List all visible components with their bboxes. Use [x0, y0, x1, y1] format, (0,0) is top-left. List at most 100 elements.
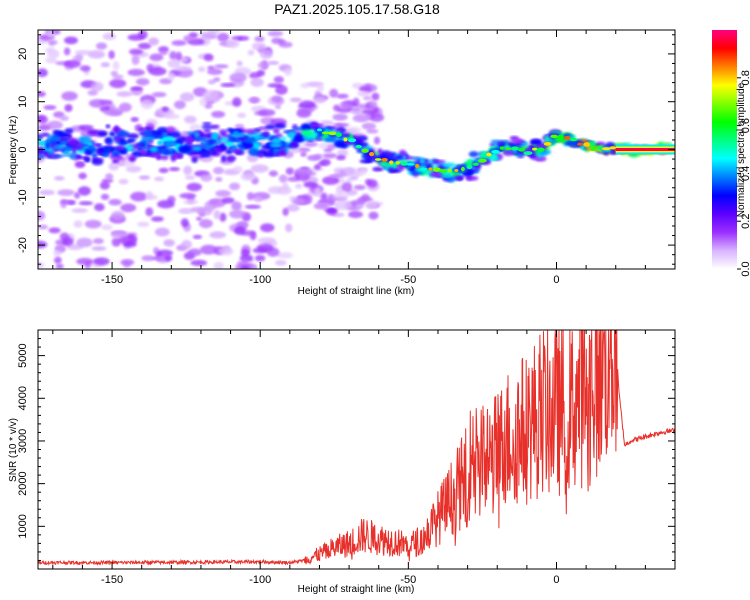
spectrogram-signal-blob [274, 151, 288, 157]
spectrogram-noise-blob [103, 109, 122, 116]
spectrogram-peak-blob [381, 158, 388, 162]
spectrogram-signal-blob [411, 156, 421, 161]
spectrogram-noise-blob [364, 178, 372, 186]
spectrogram-noise-blob [59, 199, 76, 204]
spectrogram-signal-blob [234, 138, 240, 142]
spectrogram-signal-blob [549, 140, 556, 145]
spectrogram-signal-blob [442, 162, 456, 168]
spectrogram-signal-blob [150, 152, 161, 156]
spectrogram-signal-blob [262, 130, 270, 138]
spectrogram-noise-blob [167, 59, 181, 68]
spectrogram-noise-blob [212, 166, 225, 175]
spectrogram-noise-blob [250, 164, 269, 173]
spectrogram-signal-blob [231, 148, 242, 153]
spectrogram-noise-blob [353, 113, 372, 122]
spectrogram-noise-blob [234, 123, 245, 130]
spectrogram-noise-blob [183, 165, 193, 176]
spectrogram-noise-blob [213, 261, 224, 269]
spectrogram-signal-blob [52, 154, 64, 158]
spectrogram-noise-blob [38, 91, 46, 97]
spectrogram-peak-blob [564, 136, 571, 140]
spectrogram-noise-blob [64, 60, 81, 68]
spectrogram-signal-blob [536, 144, 549, 148]
spectrogram-signal-blob [275, 133, 283, 138]
colorbar-label: Normalized spectral amplitude [736, 82, 747, 217]
spectrogram-peak-blob [523, 151, 533, 156]
spectrogram-noise-blob [130, 191, 148, 202]
spectrogram-signal-blob [219, 132, 227, 136]
spectrogram-noise-blob [118, 178, 129, 185]
spectrogram-signal-blob [530, 139, 542, 146]
spectrogram-signal-blob [135, 142, 147, 147]
spectrogram-noise-blob [333, 104, 341, 112]
spectrogram-signal-blob [138, 127, 146, 131]
spectrogram-noise-blob [313, 203, 328, 210]
spectrogram-signal-blob [398, 149, 407, 157]
spectrogram-noise-blob [203, 53, 214, 62]
spectrogram-signal-blob [177, 135, 186, 143]
spectrogram-signal-blob [273, 127, 280, 134]
colorbar-gradient [712, 30, 737, 269]
spectrogram-noise-blob [38, 68, 48, 77]
spectrogram-signal-blob [221, 155, 227, 162]
spectrogram-noise-blob [100, 62, 111, 68]
spectrogram-signal-blob [291, 126, 303, 131]
spectrogram-noise-blob [260, 223, 275, 233]
spectrogram-noise-blob [135, 78, 150, 86]
spectrogram-signal-blob [247, 148, 258, 155]
spectrogram-noise-blob [359, 167, 367, 176]
spectrogram-x-axis-label: Height of straight line (km) [298, 286, 415, 297]
spectrogram-noise-blob [341, 182, 353, 192]
snr-y-axis-label: SNR (10 * v/v) [8, 418, 19, 482]
spectrogram-signal-blob [271, 137, 282, 145]
spectrogram-noise-blob [341, 103, 353, 109]
spectrogram-signal-blob [68, 139, 77, 147]
spectrogram-noise-blob [140, 99, 154, 110]
spectrogram-noise-blob [314, 164, 321, 170]
spectrogram-signal-blob [203, 128, 212, 133]
spectrogram-noise-blob [215, 177, 223, 182]
spectrogram-peak-blob [505, 147, 512, 151]
y-tick-label: 20 [17, 48, 29, 60]
spectrogram-noise-blob [328, 208, 337, 214]
spectrogram-signal-blob [313, 137, 325, 141]
spectrogram-noise-blob [141, 255, 155, 262]
spectrogram-noise-blob [297, 147, 311, 152]
spectrogram-noise-blob [329, 88, 339, 98]
spectrogram-noise-blob [303, 181, 318, 188]
spectrogram-peak-blob [355, 144, 362, 149]
spectrogram-noise-blob [214, 64, 229, 69]
spectrogram-noise-blob [53, 249, 61, 257]
spectrogram-noise-blob [254, 36, 265, 42]
spectrogram-noise-blob [196, 216, 202, 221]
spectrogram-peak-blob [550, 134, 558, 139]
spectrogram-signal-blob [428, 159, 434, 164]
spectrogram-noise-blob [198, 218, 213, 229]
spectrogram-noise-blob [158, 46, 169, 53]
spectrogram-noise-blob [148, 37, 159, 46]
spectrogram-noise-blob [198, 66, 206, 73]
spectrogram-signal-blob [465, 159, 473, 167]
spectrogram-noise-blob [234, 226, 246, 236]
snr-panel: -150 -100 -50 0 1000 2000 3000 4000 5000 Height … [8, 329, 676, 595]
spectrogram-signal-blob [202, 122, 212, 126]
spectrogram-noise-blob [137, 221, 150, 227]
spectrogram-noise-blob [131, 55, 140, 66]
spectrogram-signal-blob [534, 155, 547, 162]
spectrogram-signal-blob [380, 160, 391, 167]
spectrogram-signal-blob [171, 154, 183, 159]
spectrogram-signal-blob [64, 128, 74, 135]
spectrogram-signal-blob [265, 124, 276, 130]
spectrogram-peak-blob [361, 148, 369, 153]
spectrogram-noise-blob [364, 200, 379, 210]
spectrogram-signal-blob [327, 126, 337, 130]
spectrogram-signal-blob [75, 154, 82, 158]
spectrogram-noise-blob [295, 183, 303, 189]
spectrogram-noise-blob [120, 259, 135, 266]
spectrogram-noise-blob [299, 100, 316, 109]
spectrogram-noise-blob [244, 204, 262, 209]
spectrogram-signal-blob [69, 153, 76, 160]
spectrogram-noise-blob [38, 189, 56, 196]
spectrogram-peak-blob [532, 147, 538, 151]
